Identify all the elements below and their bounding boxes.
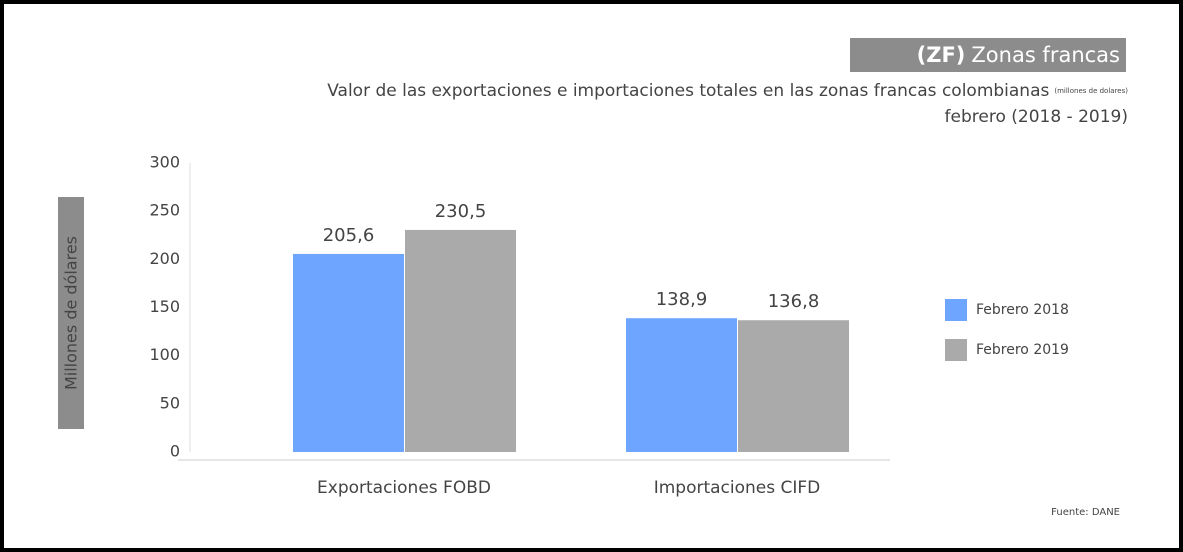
- y-tick-label: 0: [170, 442, 180, 461]
- subtitle-note: (millones de dolares): [1054, 87, 1128, 95]
- value-label: 230,5: [435, 201, 487, 222]
- y-tick-label: 300: [149, 153, 180, 172]
- legend-swatch: [945, 339, 967, 361]
- subtitle-text: Valor de las exportaciones e importacion…: [327, 81, 1049, 101]
- bar: [626, 318, 737, 452]
- chart-title: (ZF) Zonas francas: [917, 43, 1120, 67]
- y-axis-label: Millones de dólares: [62, 236, 81, 390]
- y-tick-label: 50: [160, 393, 180, 412]
- title-box: [850, 38, 1126, 72]
- value-label: 136,8: [768, 291, 820, 312]
- subtitle-line2: febrero (2018 - 2019): [945, 107, 1128, 127]
- title-tag: (ZF): [917, 43, 966, 67]
- bar: [293, 253, 404, 452]
- value-label: 205,6: [323, 225, 375, 246]
- title-text: Zonas francas: [971, 43, 1120, 67]
- value-label: 138,9: [656, 289, 708, 310]
- x-tick-label: Importaciones CIFD: [654, 478, 821, 498]
- y-tick-label: 250: [149, 201, 180, 220]
- bar: [738, 320, 849, 452]
- legend-swatch: [945, 299, 967, 321]
- bar: [405, 229, 516, 452]
- source: Fuente: DANE: [1051, 507, 1120, 518]
- y-label-box: [58, 197, 84, 429]
- legend-label: Febrero 2018: [976, 302, 1069, 318]
- y-tick-label: 100: [149, 345, 180, 364]
- x-tick-label: Exportaciones FOBD: [317, 478, 491, 498]
- y-tick-label: 150: [149, 297, 180, 316]
- y-tick-label: 200: [149, 249, 180, 268]
- legend-label: Febrero 2019: [976, 342, 1069, 358]
- subtitle: Valor de las exportaciones e importacion…: [327, 81, 1128, 101]
